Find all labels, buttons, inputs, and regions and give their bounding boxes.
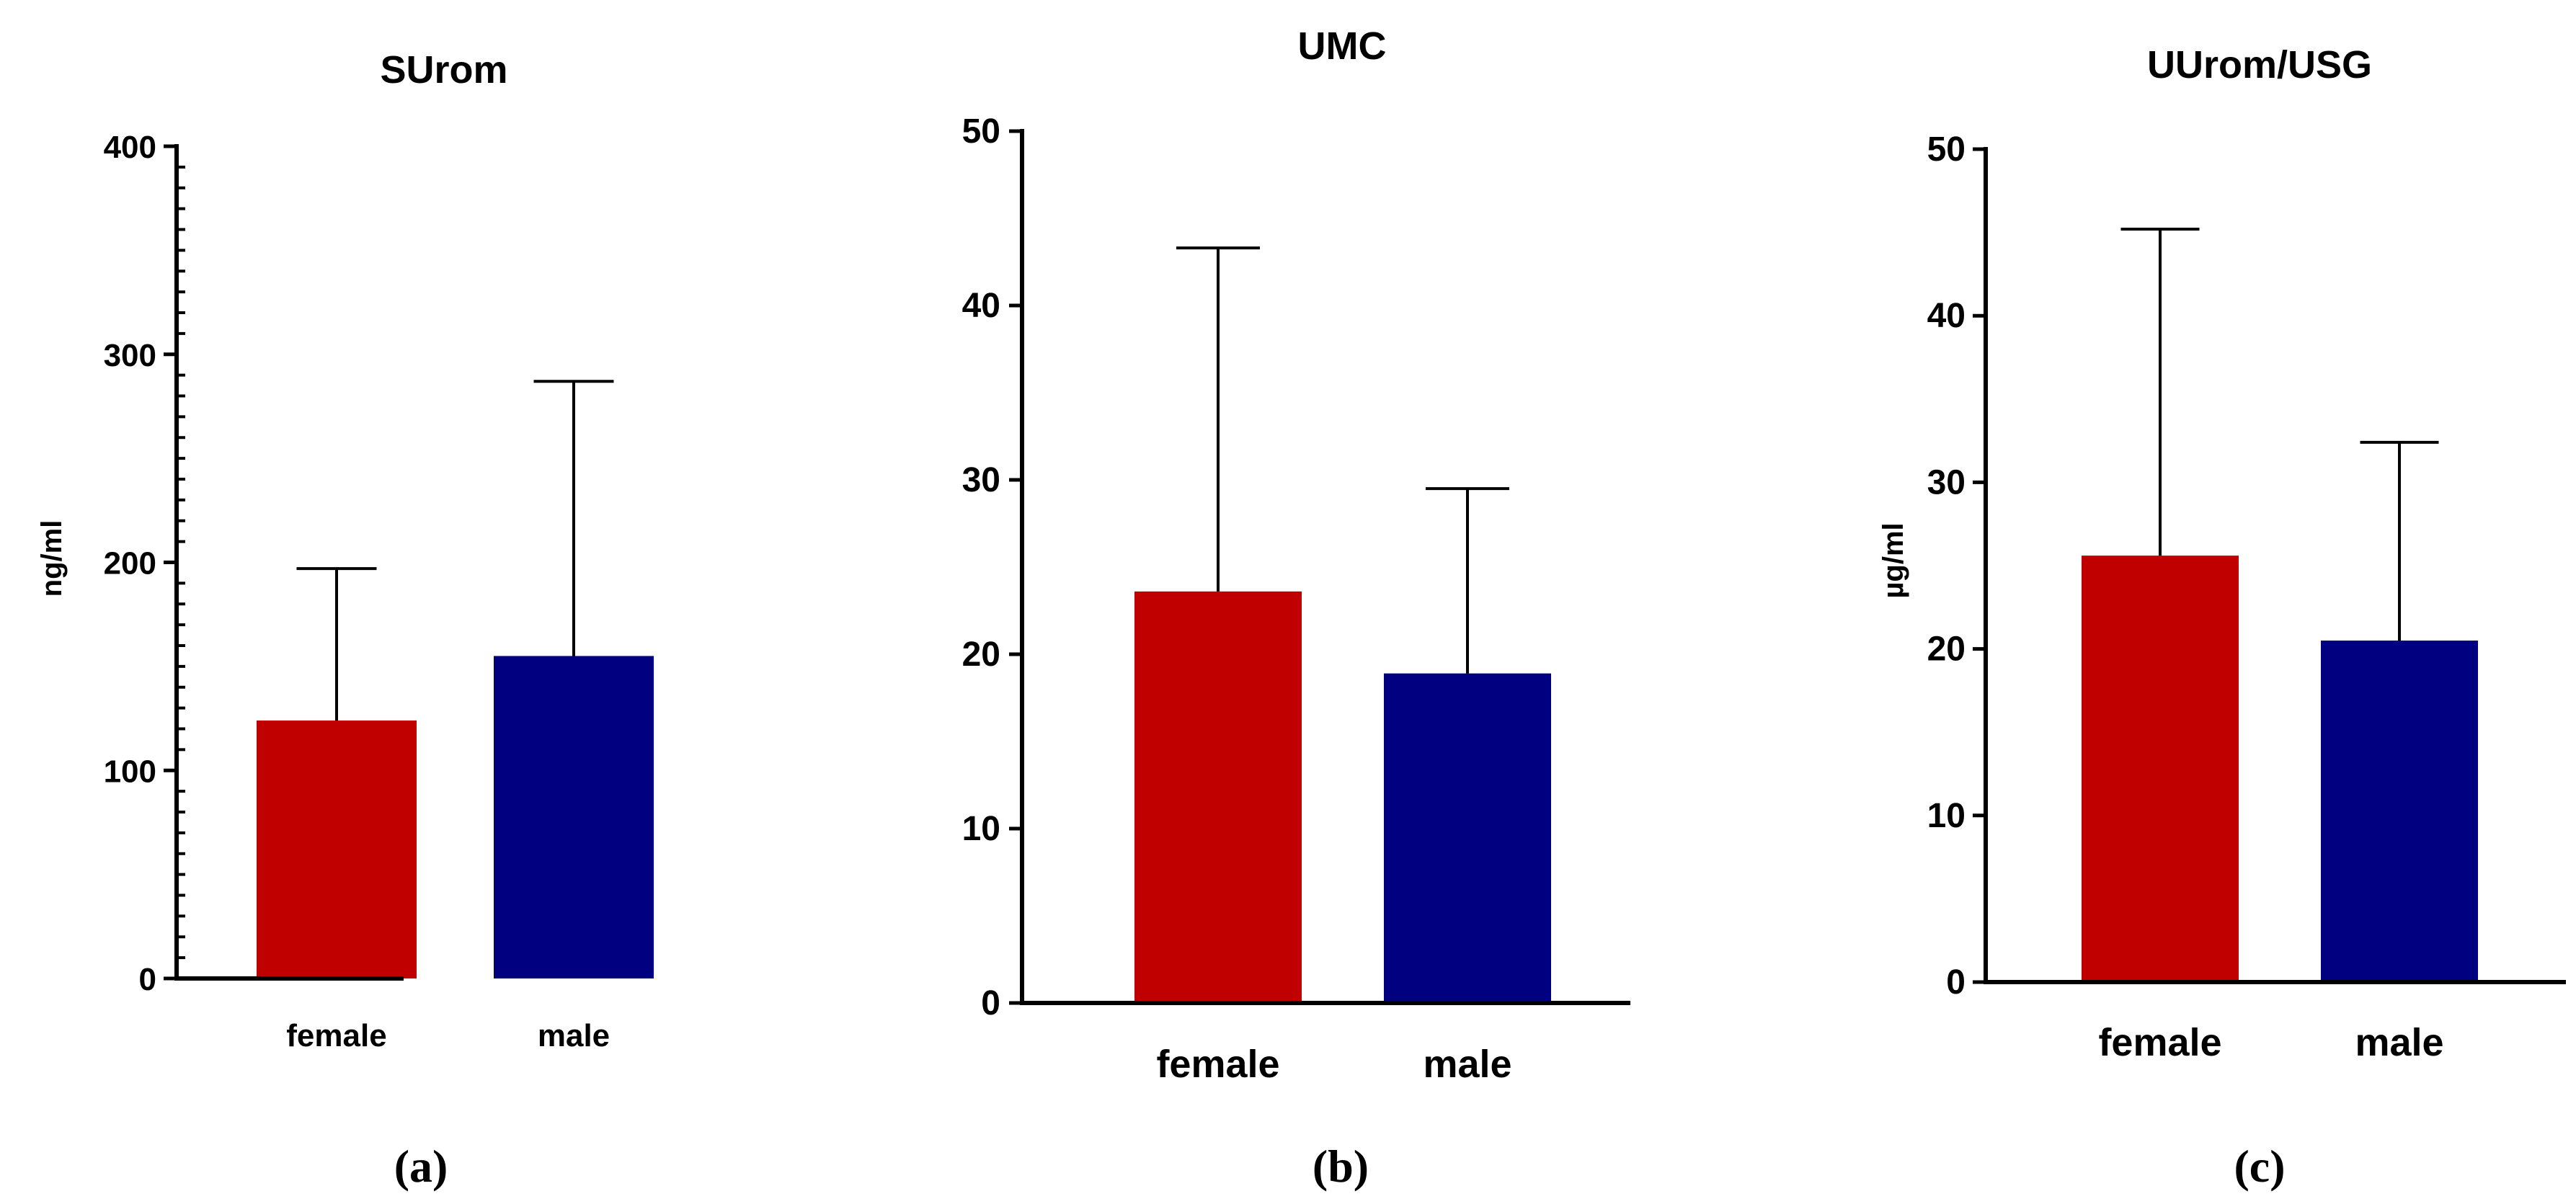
x-tick-label-male: male [1423,1043,1511,1086]
bar-male [494,656,654,978]
y-tick-label: 30 [962,461,1000,499]
x-tick-label-male: male [2355,1021,2443,1064]
panel-label: (b) [1313,1141,1369,1192]
y-tick-label: 40 [962,287,1000,325]
y-tick-label: 300 [104,338,156,373]
y-tick-label: 0 [981,984,1000,1022]
y-tick-label: 20 [1927,630,1966,669]
y-tick-label: 40 [1927,297,1966,335]
bar-male [2321,641,2478,982]
y-tick-label: 0 [1946,963,1966,1002]
panel-label: (c) [2234,1141,2285,1192]
y-tick-label: 30 [1927,463,1966,501]
panel-label: (a) [394,1141,448,1192]
chart-title: UMC [1298,24,1387,68]
chart-surom: 0 100 200 300 400 female male SUrom ng/ml (a) [36,48,654,1192]
bar-female [257,720,417,978]
x-tick-label-female: female [1156,1043,1279,1086]
y-tick-label: 50 [1927,130,1966,169]
chart-title: SUrom [380,48,507,92]
y-tick-label: 200 [104,546,156,581]
y-tick-label: 0 [139,962,156,997]
y-axis-label: µg/ml [1878,522,1909,598]
y-tick-label: 400 [104,130,156,165]
y-tick-label: 50 [962,112,1000,151]
x-tick-label-female: female [286,1018,386,1053]
y-tick-label: 100 [104,754,156,789]
chart-uurom-usg: 0 10 20 30 40 50 female male UUrom/USG µg/ml (c) [1878,43,2566,1192]
bar-female [1134,591,1302,1003]
y-tick-label: 10 [1927,797,1966,835]
y-tick-label: 20 [962,636,1000,674]
bar-female [2082,556,2239,982]
chart-umc: 0 10 20 30 40 50 female male UMC (b) [962,24,1630,1192]
bar-male [1384,673,1551,1003]
x-tick-label-female: female [2098,1021,2221,1064]
x-tick-label-male: male [538,1018,610,1053]
chart-title: UUrom/USG [2147,43,2372,86]
y-tick-label: 10 [962,810,1000,848]
y-axis-label: ng/ml [36,520,68,597]
